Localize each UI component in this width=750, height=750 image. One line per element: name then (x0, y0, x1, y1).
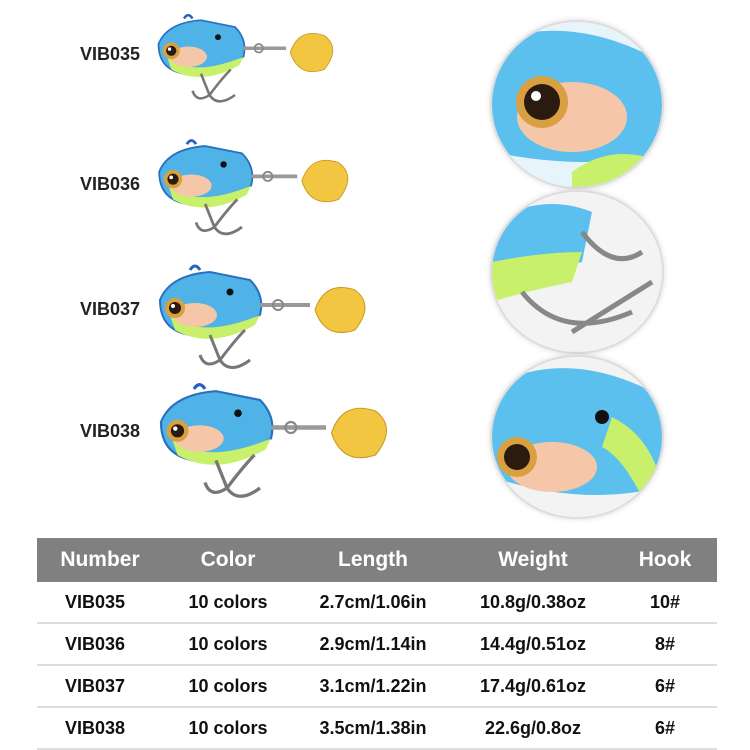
lure-image-vib036 (158, 139, 349, 236)
spec-table-header: Number Color Length Weight Hook (37, 538, 717, 582)
cell-weight: 10.8g/0.38oz (479, 591, 587, 612)
header-weight: Weight (498, 548, 568, 571)
cell-length: 2.9cm/1.14in (319, 633, 427, 654)
detail-closeup-eye (490, 20, 664, 189)
header-number: Number (60, 548, 140, 571)
header-color: Color (200, 548, 256, 571)
cell-number: VIB038 (65, 717, 126, 738)
header-length: Length (338, 548, 408, 571)
cell-hook: 6# (654, 717, 676, 738)
cell-color: 10 colors (188, 717, 268, 738)
cell-color: 10 colors (188, 675, 268, 696)
lure-label-vib035: VIB035 (80, 44, 141, 64)
cell-color: 10 colors (188, 633, 268, 654)
header-hook: Hook (638, 548, 692, 571)
lure-label-vib037: VIB037 (80, 299, 141, 319)
detail-closeup-hook (490, 190, 664, 354)
cell-number: VIB035 (65, 591, 126, 612)
cell-hook: 6# (654, 675, 676, 696)
cell-color: 10 colors (188, 591, 268, 612)
cell-hook: 10# (649, 591, 681, 612)
table-row: VIB036 10 colors 2.9cm/1.14in 14.4g/0.51oz 8… (37, 624, 717, 666)
lure-label-vib036: VIB036 (80, 174, 141, 194)
cell-hook: 8# (654, 633, 676, 654)
cell-length: 3.5cm/1.38in (319, 717, 427, 738)
cell-number: VIB036 (65, 633, 126, 654)
lure-image-vib035 (157, 13, 334, 103)
spec-table: Number Color Length Weight Hook VIB035 10… (37, 538, 717, 750)
detail-closeup-scales (490, 355, 664, 519)
table-row: VIB035 10 colors 2.7cm/1.06in 10.8g/0.38oz 1… (37, 582, 717, 624)
cell-length: 3.1cm/1.22in (319, 675, 427, 696)
cell-length: 2.7cm/1.06in (319, 591, 427, 612)
cell-weight: 17.4g/0.61oz (479, 675, 587, 696)
table-row: VIB037 10 colors 3.1cm/1.22in 17.4g/0.61oz 6… (37, 666, 717, 708)
cell-number: VIB037 (65, 675, 126, 696)
lure-label-vib038: VIB038 (80, 421, 141, 441)
lure-image-vib037 (158, 264, 366, 369)
lure-image-vib038 (159, 382, 388, 498)
cell-weight: 14.4g/0.51oz (479, 633, 587, 654)
cell-weight: 22.6g/0.8oz (484, 717, 582, 738)
table-row: VIB038 10 colors 3.5cm/1.38in 22.6g/0.8oz 6# (37, 708, 717, 750)
